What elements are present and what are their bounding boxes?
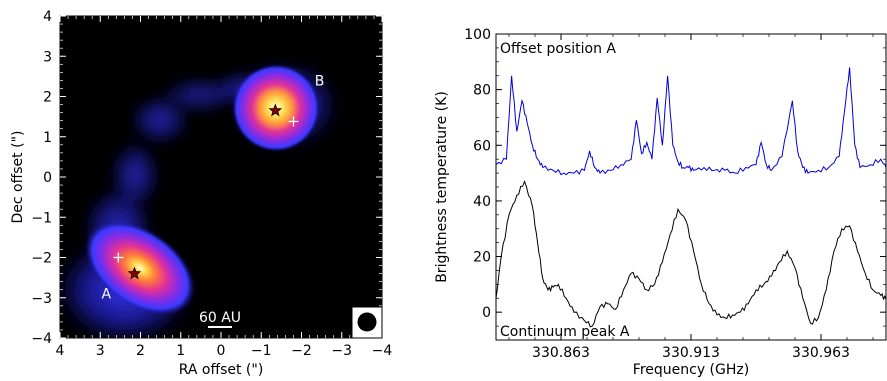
map-x-tick-label: 2 (136, 343, 145, 359)
spectrum-x-tick-label: 330.963 (792, 345, 850, 361)
spectrum-y-tick-label: 20 (473, 250, 491, 266)
source-label-a: A (101, 287, 111, 303)
spectrum-y-tick-label: 60 (473, 138, 491, 154)
series-label-offset-position-a: Offset position A (500, 41, 616, 57)
spectrum-x-axis-label: Frequency (GHz) (633, 362, 749, 378)
map-y-tick-label: −1 (31, 210, 52, 226)
map-y-tick-label: −3 (31, 291, 52, 307)
spectrum-x-tick-label: 330.913 (662, 345, 720, 361)
map-x-tick-label: −3 (331, 343, 352, 359)
spectrum-y-axis-label: Brightness temperature (K) (434, 91, 450, 283)
map-y-tick-label: 1 (43, 130, 52, 146)
source-a-emission (84, 220, 196, 316)
map-x-tick-label: 3 (96, 343, 105, 359)
map-y-tick-label: 4 (43, 9, 52, 25)
map-x-axis-label: RA offset (") (179, 362, 264, 378)
map-y-tick-label: 0 (43, 170, 52, 186)
series-offset-position-a (496, 67, 886, 176)
series-continuum-peak-a (496, 180, 886, 328)
spectrum-x-tick-label: 330.863 (532, 345, 590, 361)
spectrum-y-tick-label: 80 (473, 83, 491, 99)
spectrum-y-tick-label: 40 (473, 194, 491, 210)
source-label-b: B (315, 73, 325, 89)
map-x-tick-label: 4 (56, 343, 65, 359)
spectrum-y-tick-label: 0 (482, 305, 491, 321)
map-x-tick-label: 1 (176, 343, 185, 359)
map-y-tick-label: −4 (31, 331, 52, 347)
map-x-tick-label: 0 (217, 343, 226, 359)
star-marker-b (268, 103, 283, 117)
map-x-tick-label: −4 (372, 343, 393, 359)
series-label-continuum-peak-a: Continuum peak A (500, 324, 630, 340)
map-y-tick-label: −2 (31, 251, 52, 267)
spectrum-ticks: 0 20 40 60 80 100 330.863 330.913 330.963 (464, 27, 886, 361)
map-ticks: 4 3 2 1 0 −1 −2 −3 −4 −4 −3 −2 −1 0 1 2 3 4 (31, 9, 392, 359)
map-y-tick-label: 2 (43, 90, 52, 106)
spectrum-y-tick-label: 100 (464, 27, 491, 43)
map-y-axis-label: Dec offset (") (10, 131, 26, 224)
map-y-tick-label: 3 (43, 49, 52, 65)
star-marker-a (127, 266, 142, 280)
spectrum-panel: 0 20 40 60 80 100 330.863 330.913 330.963 Offset… (434, 27, 887, 378)
map-x-tick-label: −2 (291, 343, 312, 359)
map-x-tick-label: −1 (251, 343, 272, 359)
spectrum-background (496, 34, 886, 340)
scale-bar-label: 60 AU (199, 310, 241, 326)
map-overlays: AB (101, 73, 324, 302)
beam-icon (357, 312, 377, 332)
